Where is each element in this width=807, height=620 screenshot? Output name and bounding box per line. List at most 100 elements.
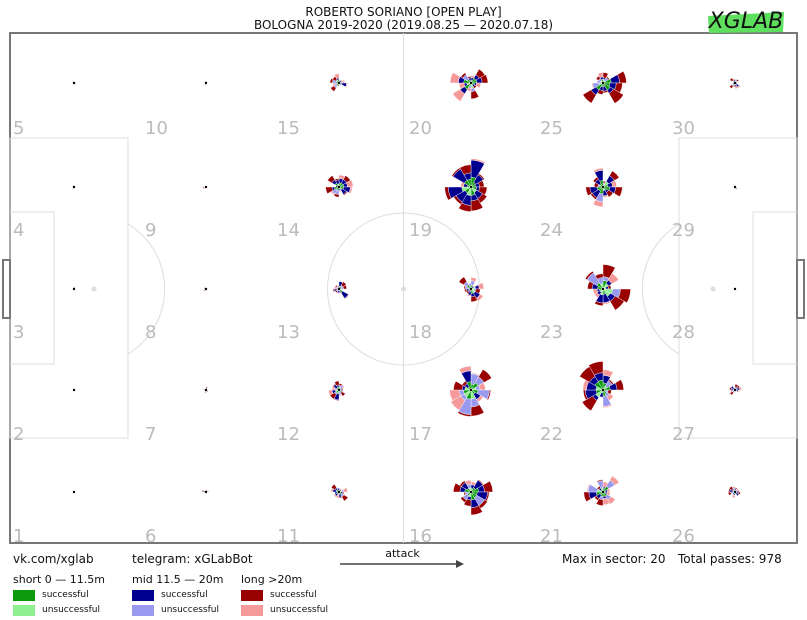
legend-mid-title: mid 11.5 — 20m <box>132 573 224 586</box>
zone-center-6 <box>204 490 208 494</box>
zone-rose-1 <box>71 490 76 495</box>
zone-rose-8 <box>203 286 208 292</box>
zone-16-sector-11-layer-2 <box>464 479 472 486</box>
zone-19-sector-1-layer-2 <box>477 173 485 181</box>
zone-29-sector-5-layer-2 <box>734 188 737 190</box>
zone-rose-29 <box>733 185 738 190</box>
zone-15-sector-5-layer-2 <box>338 84 341 87</box>
zone-rose-15 <box>329 73 348 92</box>
zone-10-sector-6-layer-2 <box>204 85 207 87</box>
zone-11-sector-11-layer-1 <box>336 488 340 491</box>
zone-label-10: 10 <box>145 118 168 139</box>
zone-20-sector-9-layer-2 <box>449 72 461 84</box>
chart-title: ROBERTO SORIANO [OPEN PLAY] <box>305 5 502 19</box>
zone-30-sector-2-layer-2 <box>736 81 738 84</box>
zone-11-sector-2-layer-2 <box>342 487 348 493</box>
zone-15-sector-11-layer-2 <box>334 73 340 79</box>
zone-20-sector-10-layer-2 <box>460 72 467 79</box>
zone-center-22 <box>601 388 605 392</box>
attack-arrow-icon <box>340 560 464 568</box>
zone-rose-4 <box>72 185 76 190</box>
zone-center-1 <box>72 490 76 494</box>
zone-21-sector-9-layer-2 <box>586 483 591 493</box>
zone-center-26 <box>733 490 737 494</box>
zone-20-sector-3-layer-2 <box>475 82 482 89</box>
legend-mid-success-swatch <box>132 590 154 601</box>
zone-label-4: 4 <box>13 220 24 241</box>
zone-rose-24 <box>585 167 623 208</box>
pitch-chart: 1234567891011121314151617181920212223242… <box>2 32 805 545</box>
zone-17-sector-6-layer-2 <box>457 411 472 417</box>
zone-rose-21 <box>583 475 620 506</box>
zone-10-sector-10-layer-2 <box>203 80 206 83</box>
zone-12-sector-1-layer-2 <box>341 384 345 388</box>
zone-rose-23 <box>584 264 631 311</box>
zone-rose-26 <box>728 485 741 499</box>
zone-rose-7 <box>203 386 209 393</box>
zone-center-3 <box>72 287 76 291</box>
zone-17-sector-11-layer-2 <box>458 365 472 374</box>
telegram-link[interactable]: telegram: xGLabBot <box>132 552 253 566</box>
zone-20-sector-5-layer-2 <box>470 90 480 100</box>
zone-23-sector-6-layer-2 <box>594 300 604 306</box>
zone-center-12 <box>337 388 341 392</box>
zone-20-sector-11-layer-2 <box>467 76 472 79</box>
legend-long-success-label: successful <box>270 590 317 600</box>
zone-18-sector-11-layer-1 <box>467 282 472 288</box>
zone-label-20: 20 <box>409 118 432 139</box>
zone-center-21 <box>601 490 605 494</box>
zone-rose-9 <box>202 185 208 189</box>
chart-subtitle: BOLOGNA 2019-2020 (2019.08.25 — 2020.07.… <box>253 18 554 32</box>
vk-link[interactable]: vk.com/xglab <box>13 552 94 566</box>
zone-label-15: 15 <box>277 118 300 139</box>
left-penalty-arc <box>127 223 166 355</box>
zone-center-11 <box>337 490 341 494</box>
zone-30-sector-7-layer-2 <box>729 84 734 89</box>
zone-rose-16 <box>453 479 493 516</box>
zone-3-sector-0-layer-2 <box>73 286 76 288</box>
zone-7-sector-0-layer-2 <box>205 386 208 389</box>
chart-title-block: ROBERTO SORIANO [OPEN PLAY] BOLOGNA 2019… <box>0 6 807 32</box>
zone-21-sector-11-layer-2 <box>596 479 604 483</box>
right-penalty-box <box>678 137 798 439</box>
zone-center-13 <box>337 287 341 291</box>
zone-rose-22 <box>579 361 624 412</box>
zone-rose-28 <box>733 287 737 291</box>
zone-24-sector-6-layer-2 <box>592 199 604 208</box>
zone-6-sector-2-layer-2 <box>207 490 210 493</box>
legend-long-fail-label: unsuccessful <box>270 605 328 615</box>
zone-11-sector-10-layer-2 <box>330 483 337 490</box>
zone-rose-25 <box>582 71 627 104</box>
zone-18-sector-0-layer-2 <box>470 277 478 283</box>
zone-label-7: 7 <box>145 424 156 445</box>
zone-7-sector-6-layer-2 <box>204 391 207 393</box>
center-spot <box>401 286 406 292</box>
zone-13-sector-11-layer-2 <box>337 285 340 288</box>
zone-25-sector-11-layer-2 <box>597 72 604 78</box>
zone-rose-10 <box>203 80 208 87</box>
zone-7-sector-4-layer-2 <box>206 390 209 393</box>
zone-rose-3 <box>72 286 76 291</box>
legend-short-fail-swatch <box>13 605 35 616</box>
zone-rose-14 <box>325 174 354 198</box>
zone-label-18: 18 <box>409 322 432 343</box>
zone-center-17 <box>469 388 473 392</box>
zone-26-sector-11-layer-2 <box>731 486 736 489</box>
zone-18-sector-10-layer-2 <box>458 276 468 286</box>
zone-label-22: 22 <box>540 424 563 445</box>
zone-center-4 <box>72 185 76 189</box>
zone-label-6: 6 <box>145 526 156 545</box>
zone-25-sector-4-layer-2 <box>608 88 624 104</box>
zone-24-sector-3-layer-2 <box>613 186 623 197</box>
zone-6-sector-9-layer-2 <box>201 489 204 493</box>
zone-15-sector-2-layer-2 <box>341 79 346 84</box>
zone-11-sector-7-layer-2 <box>333 494 337 498</box>
zone-19-sector-11-layer-2 <box>459 164 472 176</box>
zone-26-sector-6-layer-2 <box>731 494 736 499</box>
zone-16-sector-5-layer-2 <box>470 505 483 516</box>
zone-center-2 <box>72 388 76 392</box>
zone-center-20 <box>469 81 473 85</box>
zone-5-sector-3-layer-2 <box>74 82 77 85</box>
zone-6-sector-0-layer-2 <box>205 489 208 492</box>
zone-center-24 <box>601 185 605 189</box>
